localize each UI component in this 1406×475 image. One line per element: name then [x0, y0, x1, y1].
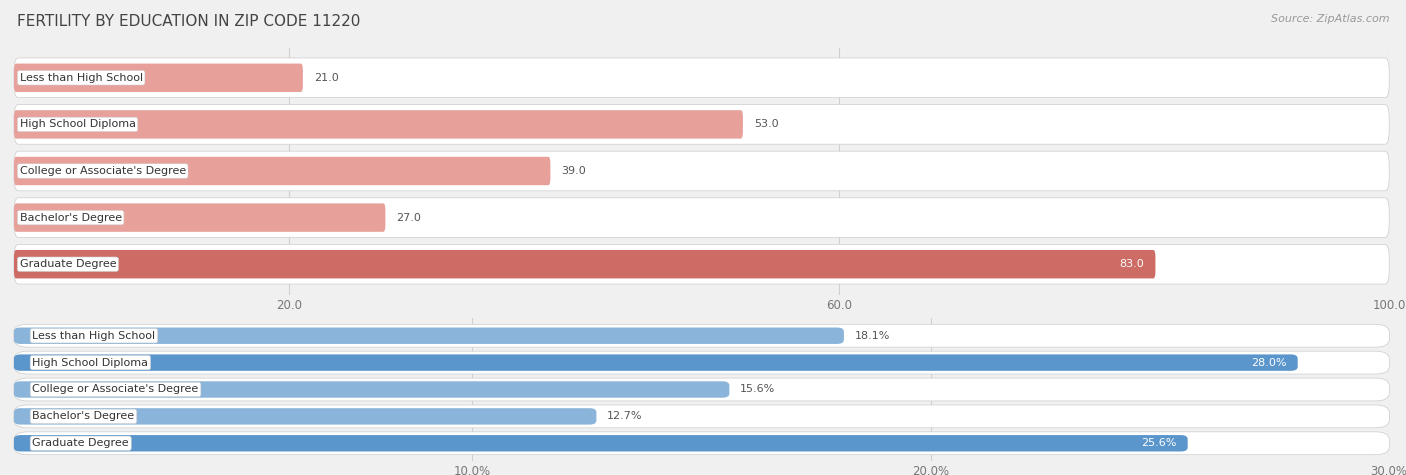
FancyBboxPatch shape: [14, 245, 1389, 284]
FancyBboxPatch shape: [14, 203, 385, 232]
FancyBboxPatch shape: [14, 328, 844, 344]
Text: Bachelor's Degree: Bachelor's Degree: [20, 213, 122, 223]
FancyBboxPatch shape: [14, 354, 1298, 371]
Text: Graduate Degree: Graduate Degree: [20, 259, 117, 269]
Text: 21.0: 21.0: [314, 73, 339, 83]
FancyBboxPatch shape: [14, 435, 1188, 451]
Text: High School Diploma: High School Diploma: [20, 119, 135, 129]
FancyBboxPatch shape: [14, 351, 1389, 374]
Text: Less than High School: Less than High School: [20, 73, 142, 83]
Text: High School Diploma: High School Diploma: [32, 358, 149, 368]
FancyBboxPatch shape: [14, 151, 1389, 191]
FancyBboxPatch shape: [14, 405, 1389, 428]
Text: 53.0: 53.0: [754, 119, 779, 129]
FancyBboxPatch shape: [14, 58, 1389, 97]
Text: 18.1%: 18.1%: [855, 331, 890, 341]
FancyBboxPatch shape: [14, 378, 1389, 401]
Text: 83.0: 83.0: [1119, 259, 1144, 269]
FancyBboxPatch shape: [14, 381, 730, 398]
Text: 27.0: 27.0: [396, 213, 422, 223]
Text: Source: ZipAtlas.com: Source: ZipAtlas.com: [1271, 14, 1389, 24]
FancyBboxPatch shape: [14, 104, 1389, 144]
Text: College or Associate's Degree: College or Associate's Degree: [32, 384, 198, 395]
Text: FERTILITY BY EDUCATION IN ZIP CODE 11220: FERTILITY BY EDUCATION IN ZIP CODE 11220: [17, 14, 360, 29]
FancyBboxPatch shape: [14, 324, 1389, 347]
Text: Bachelor's Degree: Bachelor's Degree: [32, 411, 135, 421]
Text: 15.6%: 15.6%: [740, 384, 775, 395]
Text: Graduate Degree: Graduate Degree: [32, 438, 129, 448]
FancyBboxPatch shape: [14, 64, 302, 92]
FancyBboxPatch shape: [14, 110, 742, 139]
FancyBboxPatch shape: [14, 408, 596, 425]
Text: College or Associate's Degree: College or Associate's Degree: [20, 166, 186, 176]
Text: 12.7%: 12.7%: [607, 411, 643, 421]
Text: 39.0: 39.0: [561, 166, 586, 176]
FancyBboxPatch shape: [14, 198, 1389, 238]
Text: Less than High School: Less than High School: [32, 331, 156, 341]
Text: 28.0%: 28.0%: [1251, 358, 1286, 368]
Text: 25.6%: 25.6%: [1142, 438, 1177, 448]
FancyBboxPatch shape: [14, 432, 1389, 455]
FancyBboxPatch shape: [14, 250, 1156, 278]
FancyBboxPatch shape: [14, 157, 550, 185]
